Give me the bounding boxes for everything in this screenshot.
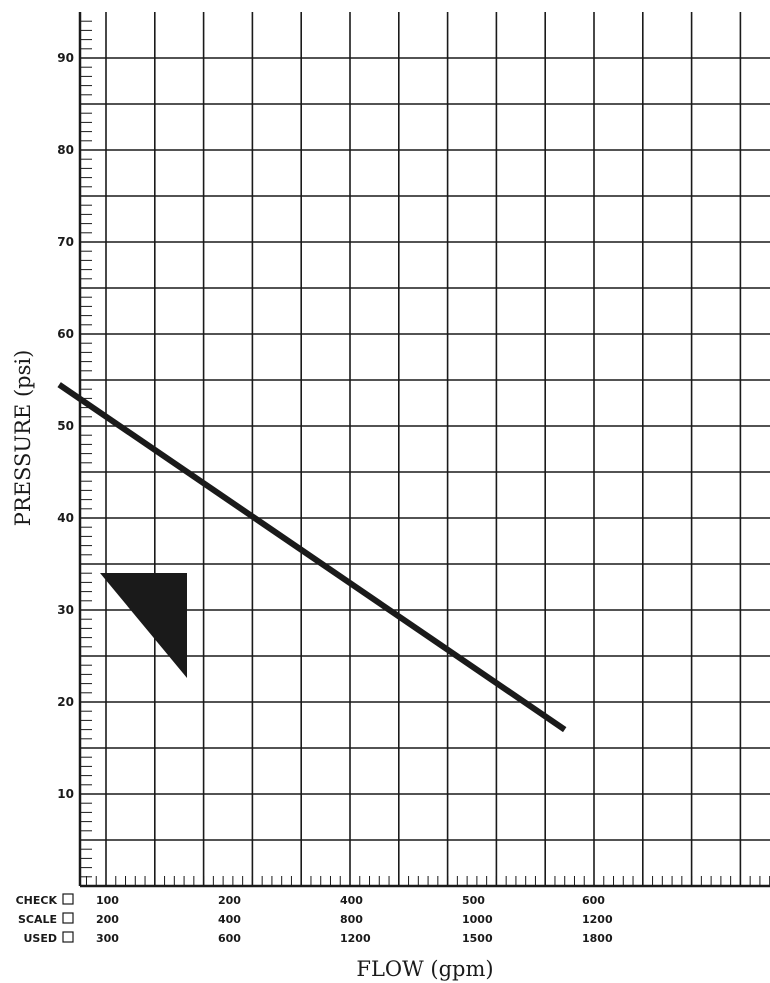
scale-option-label: USED: [24, 932, 58, 945]
x-tick-label: 300: [96, 932, 119, 945]
y-tick-label: 30: [57, 603, 74, 617]
y-tick-label: 40: [57, 511, 74, 525]
triangle-marker: [100, 573, 187, 678]
scale-option-label: SCALE: [18, 913, 57, 926]
chart-grid: [80, 12, 770, 886]
scale-option-label: CHECK: [16, 894, 58, 907]
x-tick-label: 1800: [582, 932, 613, 945]
y-axis-title: PRESSURE (psi): [11, 350, 35, 527]
x-tick-label: 800: [340, 913, 363, 926]
x-tick-labels: 100 200 400 500 600 200 400 800 1000 1200 300 600 12…: [96, 894, 613, 945]
x-tick-label: 200: [218, 894, 241, 907]
y-tick-label: 50: [57, 419, 74, 433]
chart-axes: [78, 12, 770, 888]
x-tick-label: 200: [96, 913, 119, 926]
y-tick-label: 70: [57, 235, 74, 249]
x-tick-label: 1500: [462, 932, 493, 945]
x-tick-label: 500: [462, 894, 485, 907]
triangle-marker-icon: [100, 573, 187, 678]
y-tick-label: 90: [57, 51, 74, 65]
scale-legend: CHECK SCALE USED: [16, 893, 74, 945]
y-tick-label: 10: [57, 787, 74, 801]
y-tick-label: 20: [57, 695, 74, 709]
x-axis-title: FLOW (gpm): [356, 957, 493, 981]
x-tick-label: 1200: [582, 913, 613, 926]
scale-checkbox: [62, 893, 74, 905]
series-line: [57, 382, 567, 733]
x-tick-label: 600: [218, 932, 241, 945]
x-tick-label: 100: [96, 894, 119, 907]
y-tick-labels: 10 20 30 40 50 60 70 80 90: [57, 51, 74, 801]
scale-checkbox: [62, 931, 74, 943]
x-tick-label: 1200: [340, 932, 371, 945]
x-tick-label: 400: [340, 894, 363, 907]
y-tick-label: 80: [57, 143, 74, 157]
x-tick-label: 1000: [462, 913, 493, 926]
minor-ticks: [80, 20, 770, 886]
scale-checkbox: [62, 912, 74, 924]
y-tick-label: 60: [57, 327, 74, 341]
x-tick-label: 400: [218, 913, 241, 926]
chart-series: [57, 382, 567, 733]
x-tick-label: 600: [582, 894, 605, 907]
